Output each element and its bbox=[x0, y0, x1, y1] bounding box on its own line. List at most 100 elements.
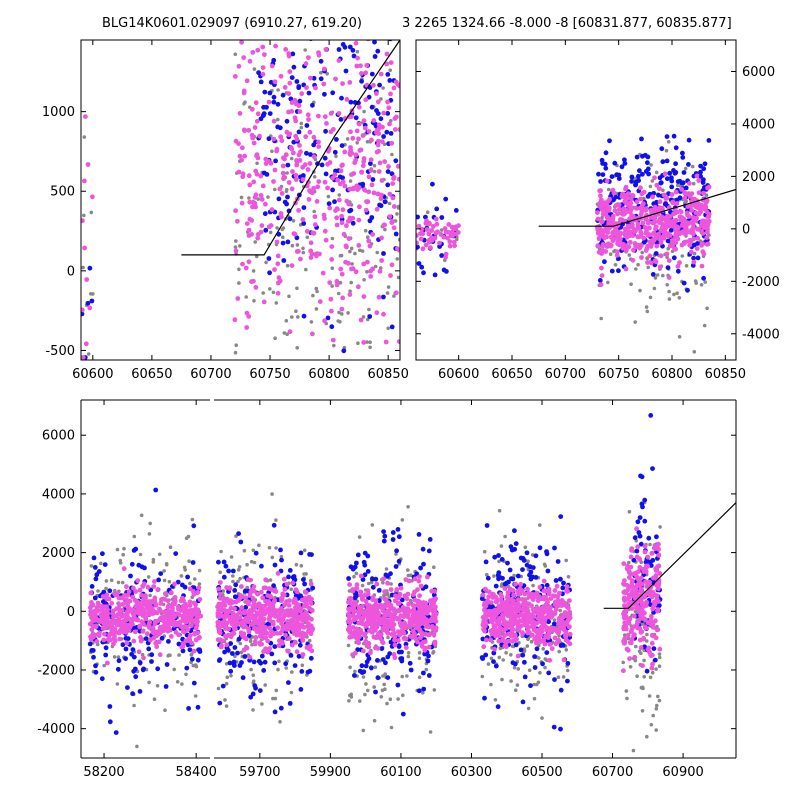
data-point-pink bbox=[367, 650, 373, 656]
data-point-pink bbox=[426, 618, 431, 624]
data-point-pink bbox=[642, 225, 648, 230]
data-point-blue bbox=[149, 652, 155, 658]
data-point-grey bbox=[400, 674, 405, 679]
data-point-pink bbox=[131, 638, 137, 644]
data-point-pink bbox=[232, 606, 238, 612]
data-point-pink bbox=[187, 599, 193, 605]
data-point-pink bbox=[249, 218, 255, 223]
data-point-pink bbox=[282, 602, 288, 608]
data-point-grey bbox=[315, 289, 319, 294]
data-point-blue bbox=[597, 278, 603, 283]
data-point-blue bbox=[423, 214, 428, 220]
data-point-blue bbox=[273, 158, 278, 164]
data-point-grey bbox=[382, 682, 387, 687]
data-point-blue bbox=[184, 665, 190, 671]
data-point-blue bbox=[253, 550, 259, 556]
data-point-pink bbox=[419, 226, 424, 232]
data-point-grey bbox=[645, 632, 649, 637]
data-point-pink bbox=[349, 172, 354, 178]
data-point-pink bbox=[701, 190, 706, 196]
data-point-blue bbox=[370, 584, 376, 590]
data-point-grey bbox=[391, 363, 395, 367]
data-point-grey bbox=[311, 293, 315, 298]
data-point-pink bbox=[339, 213, 344, 219]
data-point-pink bbox=[392, 637, 397, 643]
data-point-blue bbox=[551, 621, 557, 627]
data-point-pink bbox=[383, 339, 389, 345]
data-point-blue bbox=[336, 47, 342, 52]
data-point-pink bbox=[109, 600, 115, 606]
data-point-grey bbox=[223, 698, 227, 702]
data-point-pink bbox=[241, 610, 247, 616]
data-point-grey bbox=[270, 492, 274, 496]
data-point-blue bbox=[285, 194, 290, 200]
data-point-blue bbox=[347, 44, 353, 50]
data-point-pink bbox=[261, 617, 266, 623]
data-point-grey bbox=[384, 567, 389, 571]
data-point-grey bbox=[82, 213, 86, 218]
data-point-pink bbox=[246, 259, 252, 265]
data-point-blue bbox=[123, 635, 129, 641]
data-point-grey bbox=[657, 652, 662, 656]
data-point-pink bbox=[251, 278, 256, 284]
data-point-blue bbox=[544, 551, 550, 557]
data-point-grey bbox=[302, 548, 307, 553]
data-point-grey bbox=[654, 706, 659, 711]
data-point-blue bbox=[305, 669, 311, 675]
data-point-grey bbox=[274, 688, 279, 693]
data-point-pink bbox=[418, 635, 423, 641]
data-point-blue bbox=[499, 557, 505, 562]
data-point-blue bbox=[607, 138, 612, 144]
data-point-pink bbox=[368, 157, 374, 163]
data-point-pink bbox=[116, 606, 121, 611]
data-point-pink bbox=[449, 229, 455, 235]
data-point-blue bbox=[530, 574, 535, 580]
data-point-pink bbox=[239, 620, 245, 625]
data-point-pink bbox=[168, 621, 173, 627]
data-point-blue bbox=[701, 177, 706, 183]
data-point-grey bbox=[649, 163, 653, 167]
data-point-pink bbox=[665, 231, 671, 237]
x-tick-label: 60600 bbox=[438, 367, 479, 382]
data-point-pink bbox=[638, 211, 644, 217]
data-point-grey bbox=[626, 636, 631, 641]
data-point-pink bbox=[260, 183, 266, 189]
data-point-pink bbox=[682, 190, 688, 196]
data-point-grey bbox=[251, 269, 256, 273]
data-point-grey bbox=[648, 295, 653, 300]
data-point-pink bbox=[157, 652, 163, 658]
data-point-pink bbox=[140, 607, 146, 612]
data-point-grey bbox=[188, 581, 192, 586]
data-point-pink bbox=[362, 125, 368, 131]
data-point-pink bbox=[622, 226, 628, 232]
data-point-pink bbox=[243, 265, 249, 271]
data-point-grey bbox=[266, 195, 270, 199]
data-point-grey bbox=[692, 251, 697, 256]
data-point-pink bbox=[394, 246, 400, 252]
data-point-blue bbox=[300, 173, 306, 178]
data-point-pink bbox=[167, 609, 173, 615]
data-point-grey bbox=[346, 311, 350, 315]
data-point-pink bbox=[281, 614, 287, 619]
data-point-grey bbox=[252, 67, 257, 71]
data-point-grey bbox=[304, 267, 308, 272]
data-point-blue bbox=[294, 79, 300, 84]
data-point-blue bbox=[370, 177, 376, 182]
data-point-blue bbox=[348, 564, 354, 570]
data-point-grey bbox=[515, 683, 520, 687]
data-point-blue bbox=[528, 569, 534, 575]
data-point-grey bbox=[485, 572, 489, 577]
data-point-pink bbox=[144, 631, 150, 637]
data-point-pink bbox=[231, 626, 237, 631]
data-point-grey bbox=[295, 346, 300, 350]
data-point-blue bbox=[278, 547, 283, 553]
data-point-pink bbox=[249, 622, 255, 627]
data-point-pink bbox=[247, 182, 253, 188]
data-point-pink bbox=[350, 652, 355, 658]
data-point-pink bbox=[272, 267, 277, 272]
data-point-pink bbox=[249, 106, 255, 112]
data-point-pink bbox=[304, 85, 309, 90]
data-point-pink bbox=[195, 589, 201, 595]
data-point-grey bbox=[497, 655, 502, 660]
data-point-pink bbox=[597, 226, 603, 232]
